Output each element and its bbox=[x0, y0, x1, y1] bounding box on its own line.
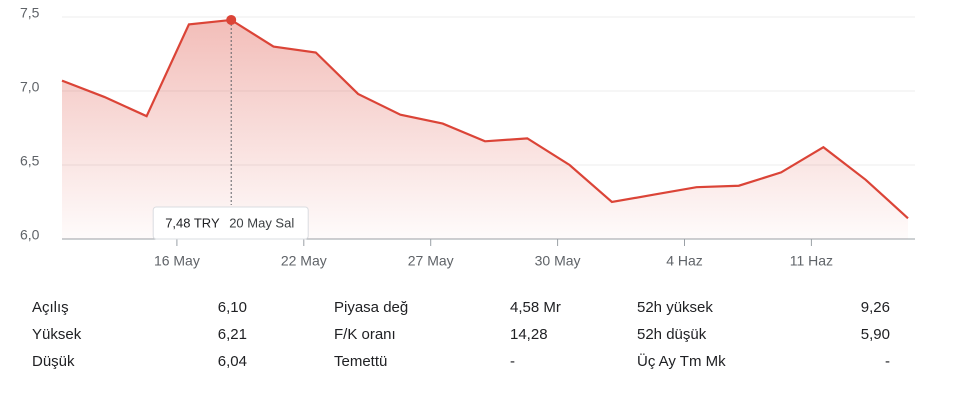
x-tick-label: 22 May bbox=[281, 253, 327, 269]
stat-label: F/K oranı bbox=[334, 326, 396, 343]
stat-value: 6,10 bbox=[217, 299, 247, 316]
stat-value: 6,04 bbox=[217, 353, 247, 370]
chart: 6,0 6,5 7,0 7,5 16 May 22 May 27 May 30 May 4 Ha… bbox=[20, 5, 915, 269]
x-tick-label: 4 Haz bbox=[666, 253, 703, 269]
y-tick-label: 7,0 bbox=[20, 79, 40, 95]
stat-label: Piyasa değ bbox=[334, 299, 409, 316]
stat-label: Temettü bbox=[334, 353, 388, 370]
x-tick-label: 16 May bbox=[154, 253, 200, 269]
tooltip-date: 20 May Sal bbox=[229, 215, 294, 230]
stat-value: 6,21 bbox=[217, 326, 247, 343]
stat-value: 14,28 bbox=[510, 326, 548, 343]
stats-row: Açılış 6,10 Piyasa değ 4,58 Mr 52h yüksek 9,2… bbox=[0, 295, 960, 322]
stat-label: Üç Ay Tm Mk bbox=[637, 353, 726, 370]
stat-label: Açılış bbox=[32, 299, 69, 316]
tooltip-value: 7,48 TRY bbox=[165, 215, 220, 230]
area bbox=[62, 19, 908, 240]
stat-value: - bbox=[885, 353, 890, 370]
stats-row: Düşük 6,04 Temettü - Üç Ay Tm Mk - bbox=[0, 349, 960, 376]
hover-point bbox=[226, 14, 237, 25]
y-tick-label: 7,5 bbox=[20, 5, 40, 21]
stat-value: - bbox=[510, 353, 515, 370]
stat-label: Düşük bbox=[32, 353, 75, 370]
stats-row: Yüksek 6,21 F/K oranı 14,28 52h düşük 5,90 bbox=[0, 322, 960, 349]
y-tick-label: 6,5 bbox=[20, 153, 40, 169]
stat-label: 52h yüksek bbox=[637, 299, 713, 316]
x-tick-label: 30 May bbox=[535, 253, 581, 269]
stat-value: 5,90 bbox=[860, 326, 890, 343]
stat-value: 9,26 bbox=[860, 299, 890, 316]
x-tick-label: 11 Haz bbox=[790, 253, 833, 269]
stat-label: Yüksek bbox=[32, 326, 82, 343]
stats-table: Açılış 6,10 Piyasa değ 4,58 Mr 52h yüksek 9,2… bbox=[0, 295, 960, 376]
stat-label: 52h düşük bbox=[637, 326, 707, 343]
price-line bbox=[61, 18, 909, 220]
y-tick-label: 6,0 bbox=[20, 227, 40, 243]
stat-value: 4,58 Mr bbox=[510, 299, 561, 316]
tooltip-box bbox=[152, 206, 309, 240]
x-tick-label: 27 May bbox=[408, 253, 454, 269]
tooltip: 7,48 TRY 20 May Sal bbox=[152, 206, 309, 240]
